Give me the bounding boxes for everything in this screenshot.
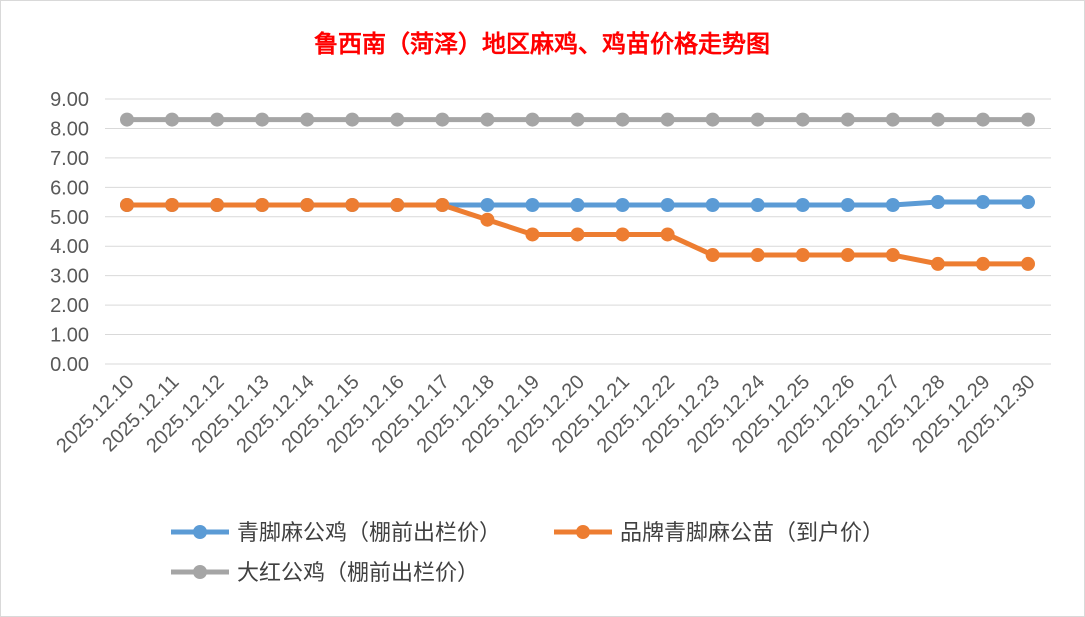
data-point <box>525 112 540 127</box>
data-point <box>840 112 855 127</box>
data-point <box>885 198 900 212</box>
data-point <box>165 112 180 127</box>
data-point <box>570 198 585 212</box>
y-tick-label: 1.00 <box>50 325 89 347</box>
data-point <box>885 248 900 263</box>
data-point <box>660 112 675 127</box>
legend-swatch-marker <box>193 525 207 539</box>
data-point <box>705 248 720 263</box>
data-point <box>750 248 765 263</box>
data-point <box>120 198 134 212</box>
data-point <box>345 112 360 127</box>
data-point <box>885 112 900 127</box>
y-tick-label: 4.00 <box>50 236 89 258</box>
data-point <box>615 227 630 242</box>
data-point <box>480 198 495 212</box>
data-point <box>435 198 450 212</box>
data-point <box>750 198 765 212</box>
chart-title: 鲁西南（菏泽）地区麻鸡、鸡苗价格走势图 <box>314 30 770 58</box>
y-tick-label: 9.00 <box>50 89 89 111</box>
data-point <box>975 195 990 210</box>
data-point <box>930 112 945 127</box>
data-point <box>255 198 270 212</box>
data-point <box>300 198 315 212</box>
gridlines <box>105 98 1051 365</box>
data-point <box>390 112 405 127</box>
legend-label: 大红公鸡（棚前出栏价） <box>237 561 479 586</box>
data-point <box>570 227 585 242</box>
series-lines <box>124 117 1031 267</box>
data-point <box>975 112 990 127</box>
data-point <box>570 112 585 127</box>
legend-swatch-marker <box>576 525 590 539</box>
data-point <box>930 256 945 271</box>
series-points <box>120 112 1035 271</box>
y-tick-label: 6.00 <box>50 177 89 199</box>
data-point <box>255 112 270 127</box>
data-point <box>210 112 225 127</box>
data-point <box>300 112 315 127</box>
data-point <box>1021 256 1035 271</box>
data-point <box>435 112 450 127</box>
legend: 青脚麻公鸡（棚前出栏价） 品牌青脚麻公苗（到户价） 大红公鸡（棚前出栏价） <box>171 521 884 586</box>
y-tick-label: 2.00 <box>50 295 89 317</box>
data-point <box>930 195 945 210</box>
data-point <box>165 198 180 212</box>
data-point <box>975 256 990 271</box>
data-point <box>480 112 495 127</box>
data-point <box>660 198 675 212</box>
data-point <box>660 227 675 242</box>
data-point <box>615 112 630 127</box>
legend-swatch-marker <box>193 565 207 579</box>
data-point <box>615 198 630 212</box>
y-tick-label: 3.00 <box>50 266 89 288</box>
data-point <box>840 248 855 263</box>
data-point <box>795 112 810 127</box>
data-point <box>750 112 765 127</box>
data-point <box>390 198 405 212</box>
data-point <box>840 198 855 212</box>
data-point <box>525 198 540 212</box>
y-tick-label: 7.00 <box>50 148 89 170</box>
y-axis-ticks: 0.00 1.00 2.00 3.00 4.00 5.00 6.00 7.00 8.00 9.00 <box>50 89 89 376</box>
data-point <box>1021 195 1035 210</box>
legend-label: 品牌青脚麻公苗（到户价） <box>620 521 884 546</box>
data-point <box>480 212 495 227</box>
data-point <box>1021 112 1035 127</box>
data-point <box>120 112 134 127</box>
data-point <box>705 198 720 212</box>
y-tick-label: 8.00 <box>50 118 89 140</box>
data-point <box>795 198 810 212</box>
legend-label: 青脚麻公鸡（棚前出栏价） <box>237 521 501 546</box>
data-point <box>210 198 225 212</box>
x-axis-ticks: 2025.12.102025.12.112025.12.122025.12.13… <box>52 371 1039 457</box>
data-point <box>795 248 810 263</box>
y-tick-label: 0.00 <box>50 354 89 376</box>
y-tick-label: 5.00 <box>50 207 89 229</box>
data-point <box>705 112 720 127</box>
data-point <box>525 227 540 242</box>
data-point <box>345 198 360 212</box>
